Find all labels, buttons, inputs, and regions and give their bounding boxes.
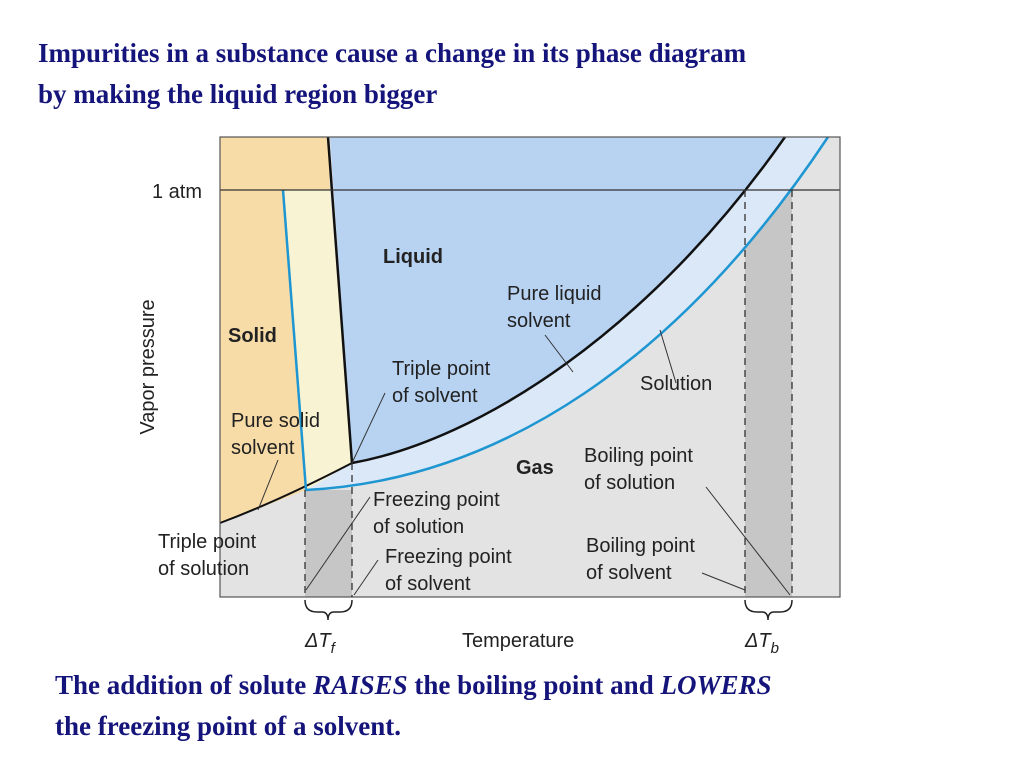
annotation-line: Pure solid (231, 410, 320, 432)
region-label: Gas (516, 457, 554, 479)
title-line: Impurities in a substance cause a change… (38, 38, 747, 68)
annotation: Freezing point of solution (373, 489, 500, 538)
solid-region (220, 137, 330, 523)
leader-lines (257, 329, 791, 596)
annotation: Boiling point of solution (584, 445, 693, 494)
footer-line: The addition of solute RAISES the boilin… (55, 670, 772, 700)
liquid-region (330, 137, 785, 463)
footer-line: the freezing point of a solvent. (55, 711, 401, 741)
footer-text: the boiling point and (408, 670, 661, 700)
delta-tb: ΔTb (744, 630, 779, 657)
annotation-line: of solution (373, 516, 464, 538)
delta-tf: ΔTf (304, 630, 337, 657)
brace (744, 599, 793, 621)
delta-main: ΔT (744, 630, 772, 652)
sublimation-curve (219, 462, 353, 524)
y-axis-label: Vapor pressure (137, 299, 159, 434)
annotation-line: of solvent (586, 562, 672, 584)
annotation-line: solvent (507, 310, 571, 332)
delta-sub: f (331, 640, 337, 657)
delta-main: ΔT (304, 630, 332, 652)
annotation-line: of solution (158, 558, 249, 580)
solution-liquid-strip (306, 137, 828, 490)
annotation-line: Triple point (392, 358, 491, 380)
annotation-line: of solvent (392, 385, 478, 407)
region-label: Solid (228, 325, 277, 347)
delta-sub: b (771, 640, 779, 657)
annotation-line: Pure liquid (507, 283, 602, 305)
annotation-line: Boiling point (584, 445, 693, 467)
title-line: by making the liquid region bigger (38, 79, 437, 109)
phase-diagram: 1 atm Vapor pressure Temperature Liquid … (137, 136, 841, 657)
annotation: Triple point of solvent (392, 358, 491, 407)
annotation-line: Solution (640, 373, 712, 395)
annotations: Pure liquid solvent Triple point of solvent… (158, 283, 712, 595)
footer-emphasis: RAISES (312, 670, 408, 700)
annotation: Pure solid solvent (231, 410, 320, 459)
footer-emphasis: LOWERS (659, 670, 771, 700)
brace (304, 599, 353, 621)
annotation-line: Freezing point (385, 546, 512, 568)
footer-text: The addition of solute (55, 670, 313, 700)
annotation-line: solvent (231, 437, 295, 459)
solvent-curve (326, 136, 787, 465)
region-label: Liquid (383, 246, 443, 268)
annotation-line: Boiling point (586, 535, 695, 557)
solution-curve (281, 136, 830, 492)
solid-region-top (220, 137, 328, 190)
delta-tb-band (745, 190, 792, 597)
annotation-line: of solution (584, 472, 675, 494)
annotation: Triple point of solution (158, 531, 257, 580)
annotation: Boiling point of solvent (586, 535, 695, 584)
annotation-line: Freezing point (373, 489, 500, 511)
annotation: Solution (640, 373, 712, 395)
delta-tf-band (305, 490, 352, 597)
x-axis-label: Temperature (462, 630, 574, 652)
annotation-line: Triple point (158, 531, 257, 553)
annotation: Freezing point of solvent (385, 546, 512, 595)
annotation: Pure liquid solvent (507, 283, 602, 332)
frame (219, 136, 841, 598)
annotation-line: of solvent (385, 573, 471, 595)
pressure-mark: 1 atm (152, 181, 202, 203)
